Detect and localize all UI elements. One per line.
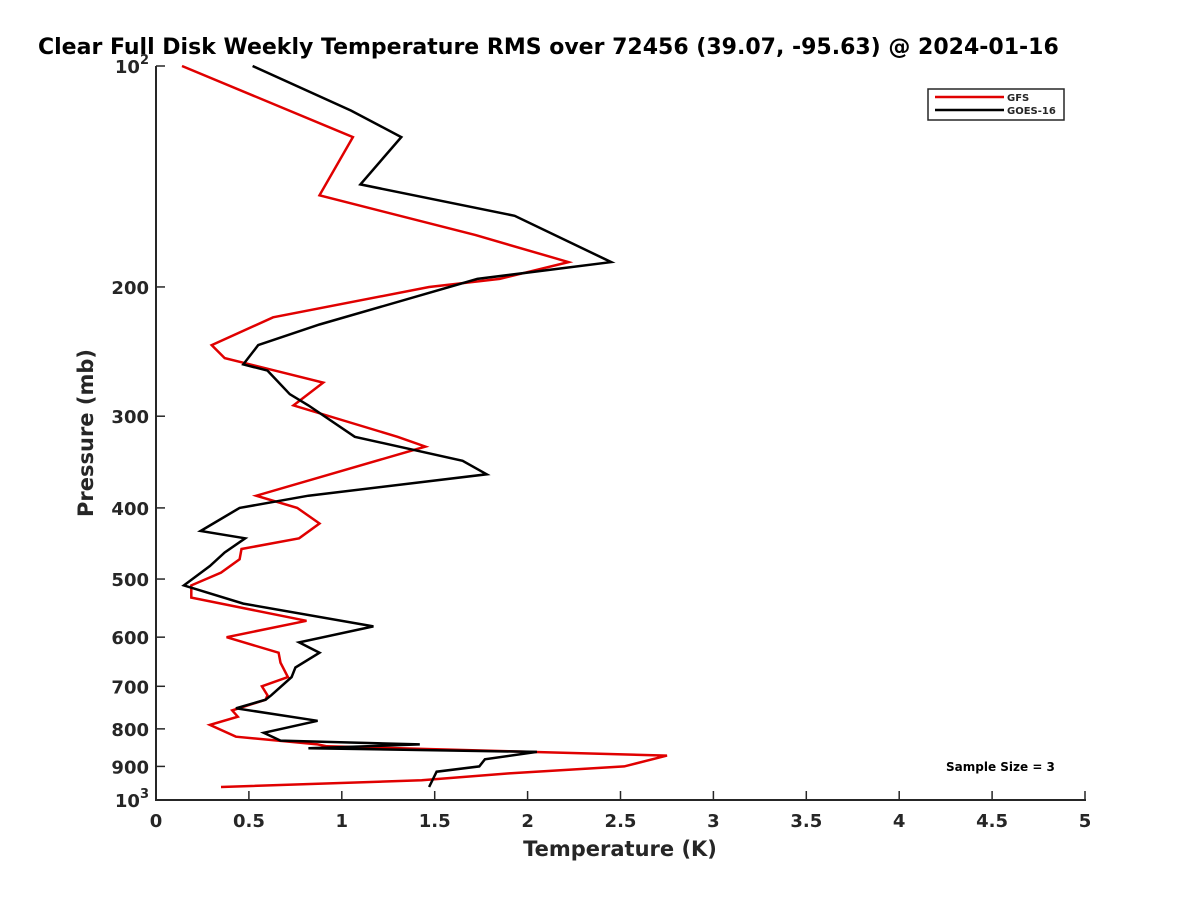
y-tick-label: 700 bbox=[111, 677, 149, 698]
chart-title: Clear Full Disk Weekly Temperature RMS o… bbox=[38, 35, 1059, 60]
x-tick-label: 0 bbox=[150, 811, 163, 832]
sample-size-annotation: Sample Size = 3 bbox=[946, 760, 1055, 774]
x-tick-label: 4 bbox=[893, 811, 906, 832]
y-tick-label: 900 bbox=[111, 757, 149, 778]
y-tick-label: 300 bbox=[111, 407, 149, 428]
y-tick-label: 103 bbox=[115, 787, 149, 812]
legend-label-gfs: GFS bbox=[1007, 93, 1029, 104]
series-line-goes-16 bbox=[181, 64, 616, 788]
legend: GFS GOES-16 bbox=[927, 88, 1065, 121]
plot-lines bbox=[181, 64, 668, 789]
series-line-gfs bbox=[181, 64, 668, 789]
y-tick-label: 200 bbox=[111, 278, 149, 299]
x-tick-label: 4.5 bbox=[976, 811, 1008, 832]
legend-label-goes-16: GOES-16 bbox=[1007, 106, 1056, 117]
y-tick-label: 102 bbox=[115, 53, 149, 78]
y-ticks: 102 200 300 400 500 600 700 800 900 103 bbox=[111, 53, 165, 812]
x-tick-label: 3.5 bbox=[790, 811, 822, 832]
x-tick-label: 3 bbox=[707, 811, 720, 832]
x-ticks: 0 0.5 1 1.5 2 2.5 3 3.5 4 4.5 5 bbox=[150, 791, 1092, 832]
x-tick-label: 0.5 bbox=[233, 811, 265, 832]
x-tick-label: 5 bbox=[1079, 811, 1092, 832]
x-tick-label: 1.5 bbox=[419, 811, 451, 832]
x-tick-label: 2.5 bbox=[605, 811, 637, 832]
y-tick-label: 800 bbox=[111, 720, 149, 741]
x-axis-label: Temperature (K) bbox=[523, 837, 717, 861]
y-tick-label: 600 bbox=[111, 628, 149, 649]
legend-box bbox=[927, 88, 1065, 121]
x-tick-label: 2 bbox=[521, 811, 534, 832]
y-axis-label: Pressure (mb) bbox=[74, 349, 98, 517]
y-tick-label: 400 bbox=[111, 499, 149, 520]
x-tick-label: 1 bbox=[336, 811, 349, 832]
y-tick-label: 500 bbox=[111, 570, 149, 591]
